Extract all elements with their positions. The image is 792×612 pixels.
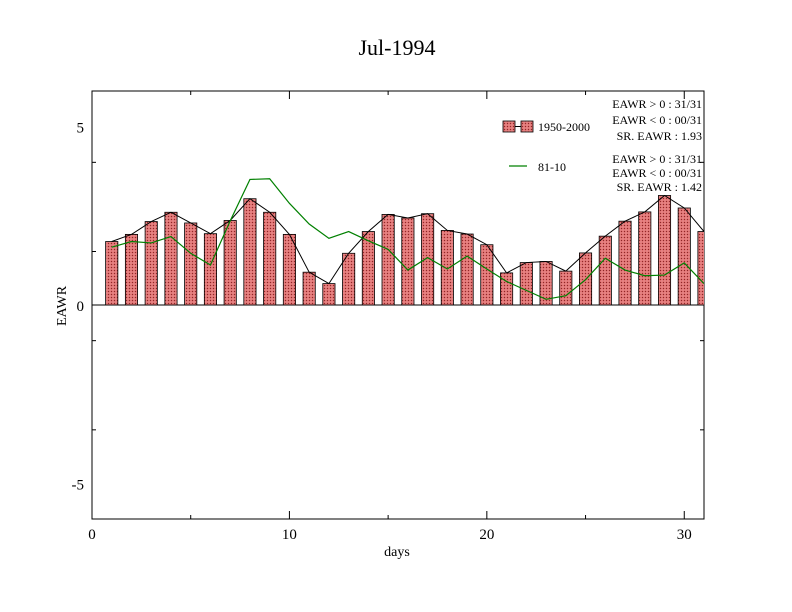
bar — [124, 233, 139, 306]
bar — [697, 231, 704, 306]
legend-swatch-bar — [502, 120, 516, 133]
bar — [223, 220, 237, 306]
x-tick-label: 20 — [479, 527, 494, 543]
legend-label: 81-10 — [538, 160, 566, 174]
bar — [164, 211, 178, 306]
x-tick-label: 0 — [88, 527, 96, 543]
bar — [677, 207, 691, 306]
legend-stat: SR. EAWR : 1.93 — [617, 129, 702, 143]
plot-area: -5 0 5 0 10 20 30 — [72, 90, 705, 543]
bar — [440, 230, 454, 306]
legend-stat: EAWR < 0 : 00/31 — [612, 113, 702, 127]
series-line-81-10 — [111, 178, 704, 300]
bar — [500, 272, 514, 306]
legend-swatch-bar — [520, 120, 534, 133]
bar — [381, 214, 395, 306]
x-axis-label: days — [384, 545, 410, 560]
bar — [184, 222, 198, 306]
bar — [657, 195, 672, 306]
legend-label: 1950-2000 — [538, 120, 590, 134]
bar — [302, 271, 316, 306]
bar — [618, 220, 632, 306]
bar — [243, 198, 257, 306]
legend-stat: EAWR > 0 : 31/31 — [612, 152, 702, 166]
bar — [144, 221, 158, 306]
y-tick-label: -5 — [72, 477, 85, 493]
bar — [480, 244, 494, 306]
legend-stat: EAWR > 0 : 31/31 — [612, 97, 702, 111]
bar — [342, 252, 356, 306]
bar — [322, 283, 336, 306]
bar — [282, 233, 296, 306]
y-tick-label: 5 — [77, 121, 85, 137]
chart-title: Jul-1994 — [359, 35, 436, 60]
bar — [263, 211, 277, 306]
bar — [401, 217, 415, 306]
y-axis-label: EAWR — [55, 285, 70, 326]
bar — [638, 211, 652, 306]
legend-stat: EAWR < 0 : 00/31 — [612, 166, 702, 180]
x-tick-label: 30 — [677, 527, 692, 543]
bar — [203, 233, 217, 306]
series-group — [105, 178, 704, 306]
bar — [598, 235, 612, 306]
y-tick-label: 0 — [77, 299, 85, 315]
legend-stat: SR. EAWR : 1.42 — [617, 180, 702, 194]
bar — [421, 213, 435, 306]
bar — [559, 270, 573, 306]
x-tick-label: 10 — [282, 527, 297, 543]
bar — [519, 262, 533, 306]
bar-top-line — [111, 194, 704, 285]
bar — [105, 241, 119, 306]
bar — [460, 233, 474, 306]
